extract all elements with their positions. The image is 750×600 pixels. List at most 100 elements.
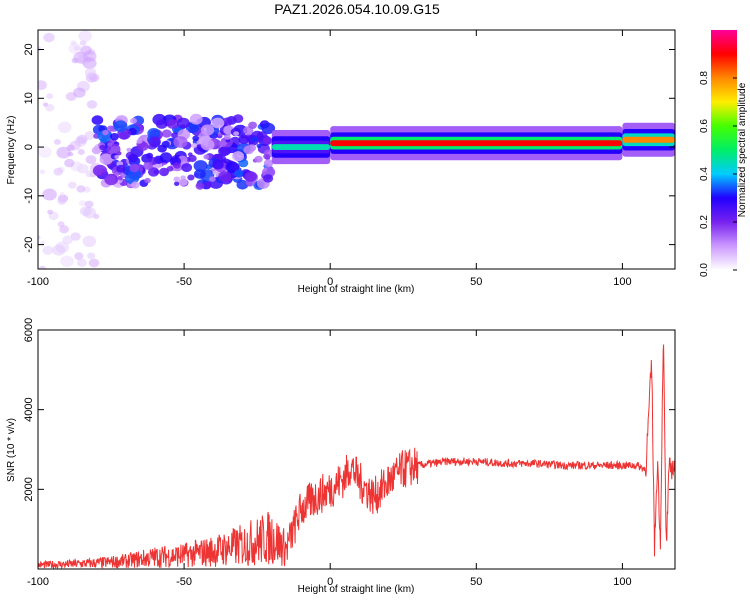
- heatmap-cell: [82, 235, 97, 247]
- heatmap-cell: [232, 114, 244, 123]
- heatmap-cell: [147, 127, 161, 139]
- spectrogram-x-axis-label: Height of straight line (km): [298, 284, 415, 295]
- heatmap-cell: [114, 155, 120, 159]
- heatmap-cell: [238, 158, 249, 168]
- heatmap-cell: [187, 152, 193, 157]
- heatmap-cell: [110, 133, 119, 141]
- heatmap-cell: [161, 129, 172, 138]
- heatmap-cell: [70, 232, 81, 241]
- heatmap-cell: [236, 179, 249, 190]
- heatmap-cell: [155, 119, 168, 129]
- colorbar-tick-label: 0.0: [699, 263, 710, 277]
- heatmap-cell: [203, 154, 210, 160]
- heatmap-cell: [225, 161, 240, 173]
- heatmap-cell: [176, 117, 190, 129]
- heatmap-cell: [57, 197, 67, 205]
- heatmap-cell: [106, 143, 121, 156]
- heatmap-cell: [73, 51, 88, 64]
- heatmap-cell: [189, 113, 203, 125]
- y-tick-label: 20: [23, 43, 35, 55]
- heatmap-cell: [99, 153, 113, 165]
- heatmap-cell: [131, 181, 140, 189]
- heatmap-cell: [251, 136, 259, 143]
- heatmap-cell: [116, 164, 126, 173]
- heatmap-cell: [113, 120, 128, 132]
- heatmap-cell: [211, 117, 225, 129]
- y-tick-label: 4000: [23, 397, 35, 421]
- heatmap-cell: [78, 200, 87, 207]
- y-tick-label: 6000: [23, 318, 35, 342]
- x-tick-label: 0: [327, 276, 333, 288]
- heatmap-cell: [261, 122, 276, 135]
- heatmap-cell: [126, 147, 132, 152]
- heatmap-cell: [42, 245, 54, 255]
- heatmap-cell: [43, 32, 55, 43]
- heatmap-cell: [74, 252, 84, 260]
- heatmap-cell: [127, 153, 138, 163]
- heatmap-cell: [73, 87, 86, 98]
- heatmap-cell: [68, 181, 77, 189]
- heatmap-cell: [204, 181, 212, 188]
- heatmap-cell: [244, 171, 257, 182]
- x-tick-label: 50: [470, 576, 482, 588]
- heatmap-cell: [104, 173, 119, 186]
- heatmap-cell: [219, 140, 227, 147]
- y-tick-label: 2000: [23, 477, 35, 501]
- spectrogram-heatmap: [38, 30, 675, 269]
- heatmap-cell: [56, 146, 71, 159]
- snr-y-axis-label: SNR (10 * v/v): [6, 418, 17, 482]
- heatmap-cell: [52, 244, 66, 256]
- heatmap-cell: [137, 141, 149, 151]
- heatmap-cell: [148, 136, 161, 147]
- heatmap-cell: [117, 175, 123, 181]
- heatmap-cell: [70, 40, 77, 46]
- heatmap-cell: [233, 131, 240, 137]
- heatmap-cell: [194, 169, 206, 179]
- heatmap-cell: [193, 160, 208, 172]
- heatmap-cell: [136, 138, 143, 144]
- heatmap-cell: [59, 225, 69, 234]
- snr-axes: -100 -50 0 50 100 2000 4000 6000: [23, 318, 675, 588]
- heatmap-cell: [256, 143, 262, 148]
- heatmap-cell: [192, 135, 200, 142]
- heatmap-cell: [212, 159, 224, 170]
- heatmap-band: [622, 136, 675, 143]
- heatmap-cell: [102, 129, 109, 136]
- heatmap-cell: [45, 103, 55, 112]
- x-tick-label: -100: [27, 576, 49, 588]
- heatmap-cell: [181, 163, 193, 173]
- heatmap-cell: [171, 132, 179, 139]
- x-tick-label: -100: [27, 276, 49, 288]
- colorbar-tick-label: 0.6: [699, 119, 710, 133]
- colorbar-tick-label: 0.2: [699, 215, 710, 229]
- heatmap-cell: [224, 134, 231, 140]
- heatmap-cell: [187, 154, 197, 163]
- heatmap-cell: [84, 67, 97, 78]
- heatmap-cell: [263, 159, 274, 168]
- heatmap-cell: [200, 139, 215, 151]
- heatmap-cell: [47, 209, 53, 215]
- heatmap-cell: [59, 191, 65, 196]
- heatmap-cell: [178, 178, 188, 186]
- heatmap-cell: [166, 119, 179, 129]
- heatmap-cell: [82, 207, 97, 219]
- snr-series-line: [38, 344, 675, 569]
- heatmap-cell: [218, 171, 232, 183]
- heatmap-cell: [60, 255, 74, 267]
- heatmap-cell: [85, 155, 97, 165]
- heatmap-cell: [64, 158, 75, 168]
- heatmap-cell: [38, 235, 41, 240]
- heatmap-cell: [221, 117, 233, 127]
- heatmap-cell: [78, 30, 92, 42]
- heatmap-cell: [88, 258, 100, 268]
- heatmap-cell: [232, 151, 245, 162]
- heatmap-cell: [173, 176, 181, 182]
- colorbar-tick-label: 0.8: [699, 71, 710, 85]
- heatmap-cell: [128, 168, 142, 180]
- heatmap-cell: [144, 177, 151, 184]
- spectrogram-frame: [37, 29, 676, 270]
- heatmap-cell: [57, 121, 72, 133]
- heatmap-cell: [99, 144, 106, 151]
